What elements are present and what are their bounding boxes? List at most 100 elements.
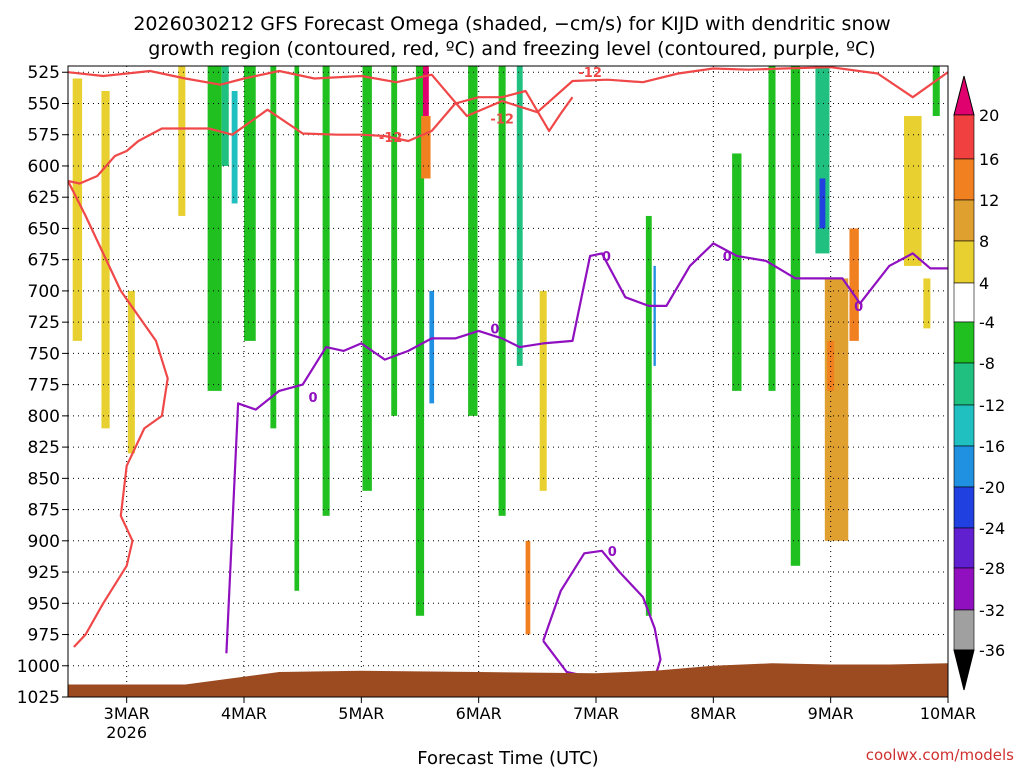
omega-band-3	[178, 66, 186, 216]
x-tick-label-4MAR: 4MAR	[221, 704, 267, 723]
colorbar-swatch-13	[953, 609, 975, 651]
y-tick-label-700: 700	[28, 282, 60, 302]
colorbar-cap-top	[953, 75, 975, 116]
x-tick-label-9MAR: 9MAR	[808, 704, 854, 723]
omega-band-13	[415, 66, 425, 616]
omega-band-21	[539, 290, 547, 491]
terrain-fill	[68, 663, 948, 697]
colorbar-label-2: 12	[979, 191, 999, 210]
omega-band-4	[207, 66, 222, 391]
omega-band-16	[421, 115, 431, 179]
omega-band-31	[849, 228, 859, 341]
credit-label: coolwx.com/models	[866, 746, 1014, 764]
omega-band-10	[322, 66, 330, 516]
omega-band-18	[498, 66, 506, 516]
omega-band-26	[790, 66, 801, 566]
colorbar-label-8: -16	[979, 437, 1005, 456]
omega-band-0	[72, 78, 83, 341]
colorbar-label-4: 4	[979, 274, 989, 293]
x-axis-label: Forecast Time (UTC)	[417, 748, 598, 768]
omega-band-6	[231, 90, 238, 204]
colorbar-label-6: -8	[979, 354, 995, 373]
omega-band-29	[824, 278, 849, 541]
colorbar-swatch-6	[953, 321, 975, 364]
x-tick-label-3MAR: 3MAR	[104, 704, 150, 723]
y-tick-label-875: 875	[28, 501, 60, 521]
colorbar-swatch-1	[953, 114, 975, 160]
colorbar-cap-bottom	[953, 649, 975, 691]
y-tick-label-800: 800	[28, 407, 60, 427]
colorbar: 20 16 12 8 4 -4 -8 -12 -16 -20 -24 -28 -32 -36	[953, 75, 1005, 691]
y-tick-label-925: 925	[28, 563, 60, 583]
omega-band-12	[391, 66, 398, 416]
omega-band-11	[362, 66, 372, 491]
y-tick-label-625: 625	[28, 188, 60, 208]
y-tick-label-750: 750	[28, 344, 60, 364]
axes: 525 550 575 600 625 650 675 700 725 750 775 800 825 8…	[17, 63, 976, 742]
y-tick-label-550: 550	[28, 94, 60, 114]
dgz-label-0: -12	[578, 66, 602, 81]
freezing-label-2: 0	[602, 250, 611, 265]
colorbar-label-0: 20	[979, 106, 999, 125]
colorbar-swatch-8	[953, 404, 975, 447]
freezing-label-0: 0	[309, 391, 318, 406]
x-tick-label-7MAR: 7MAR	[573, 704, 619, 723]
dgz-contour-upper	[68, 66, 948, 118]
y-tick-label-575: 575	[28, 126, 60, 146]
y-tick-label-950: 950	[28, 594, 60, 614]
plot-inner: -12 -12 -12 0 0 0 0 0 0	[68, 66, 948, 697]
freezing-label-1: 0	[490, 322, 499, 337]
y-tick-label-900: 900	[28, 532, 60, 552]
y-tick-label-525: 525	[28, 63, 60, 83]
freezing-label-5: 0	[608, 545, 617, 560]
freezing-label-3: 0	[723, 250, 732, 265]
plot-frame	[67, 65, 949, 698]
y-tick-label-975: 975	[28, 626, 60, 646]
omega-band-24	[732, 153, 742, 391]
colorbar-label-3: 8	[979, 232, 989, 251]
omega-band-15	[422, 66, 429, 116]
x-tick-label-8MAR: 8MAR	[690, 704, 736, 723]
x-year-label: 2026	[106, 723, 147, 742]
colorbar-label-9: -20	[979, 478, 1005, 497]
y-tick-label-675: 675	[28, 251, 60, 271]
y-tick-label-825: 825	[28, 438, 60, 458]
omega-band-5	[221, 66, 229, 166]
freezing-level-contour	[225, 242, 948, 654]
colorbar-swatch-10	[953, 486, 975, 529]
freezing-level-contour-lower	[542, 549, 662, 680]
colorbar-label-10: -24	[979, 519, 1005, 538]
omega-band-19	[516, 66, 523, 366]
colorbar-swatch-4	[953, 240, 975, 284]
omega-band-25	[768, 66, 776, 391]
colorbar-swatch-7	[953, 362, 975, 406]
colorbar-label-11: -28	[979, 559, 1005, 578]
omega-band-17	[468, 66, 478, 416]
colorbar-swatch-2	[953, 158, 975, 201]
omega-band-2	[127, 290, 135, 454]
y-tick-label-1025: 1025	[17, 688, 60, 708]
omega-band-34	[923, 278, 931, 329]
dgz-label-2: -12	[490, 112, 514, 127]
omega-band-9	[294, 66, 300, 591]
y-tick-label-1000: 1000	[17, 657, 60, 677]
y-tick-label-775: 775	[28, 376, 60, 396]
freezing-label-4: 0	[854, 300, 863, 315]
colorbar-swatch-12	[953, 567, 975, 611]
omega-band-8	[270, 66, 277, 429]
x-tick-label-6MAR: 6MAR	[456, 704, 502, 723]
dgz-contour-lower	[68, 89, 574, 185]
colorbar-label-12: -32	[979, 601, 1005, 620]
plot-area: -12 -12 -12 0 0 0 0 0 0	[68, 66, 948, 697]
colorbar-swatch-5	[953, 282, 975, 323]
omega-band-30	[827, 340, 835, 391]
colorbar-swatch-9	[953, 445, 975, 488]
omega-band-20	[525, 540, 531, 635]
omega-band-23	[653, 265, 656, 366]
colorbar-swatch-3	[953, 199, 975, 242]
colorbar-label-1: 16	[979, 150, 999, 169]
colorbar-label-7: -12	[979, 396, 1005, 415]
x-tick-label-5MAR: 5MAR	[338, 704, 384, 723]
